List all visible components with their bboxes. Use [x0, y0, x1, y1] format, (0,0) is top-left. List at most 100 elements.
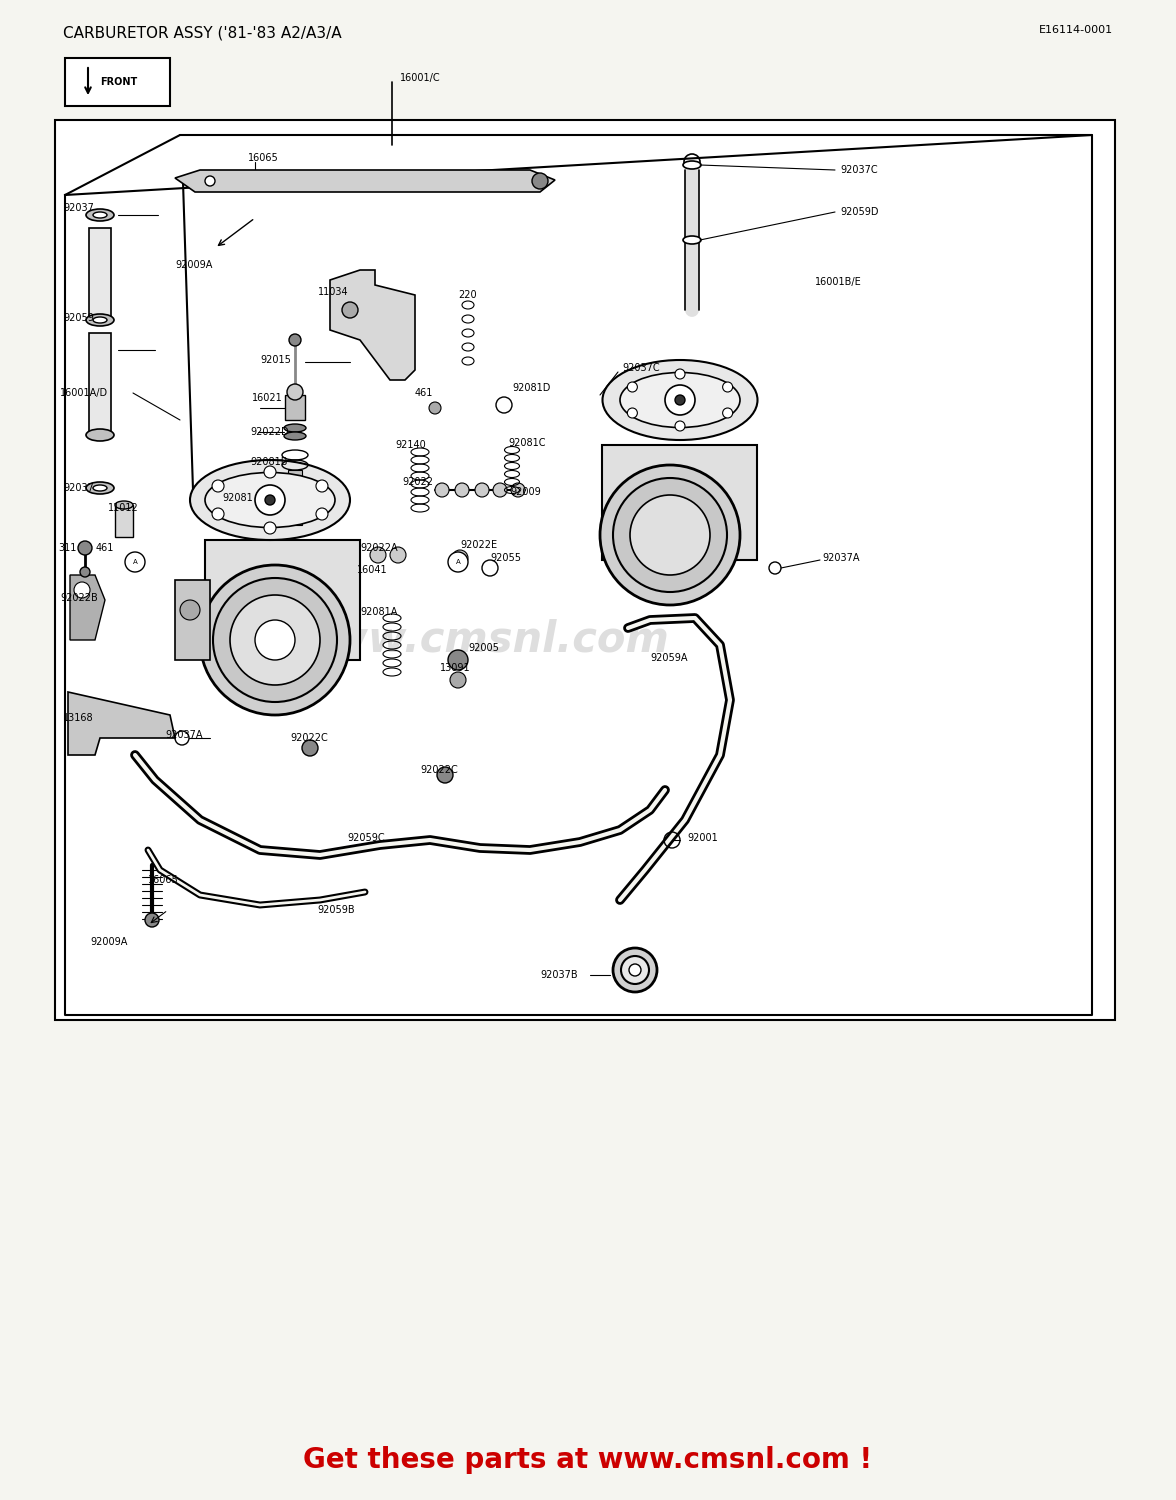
Bar: [65, 58, 171, 106]
Text: 13091: 13091: [440, 663, 470, 674]
Circle shape: [450, 672, 466, 688]
Ellipse shape: [86, 429, 114, 441]
Text: 92037: 92037: [64, 483, 94, 494]
Circle shape: [613, 478, 727, 592]
Circle shape: [316, 509, 328, 520]
Text: Get these parts at www.cmsnl.com !: Get these parts at www.cmsnl.com !: [303, 1446, 873, 1474]
Ellipse shape: [205, 472, 335, 528]
Text: 92037A: 92037A: [822, 554, 860, 562]
Text: 16041: 16041: [358, 566, 388, 574]
Circle shape: [390, 548, 406, 562]
Text: 92037C: 92037C: [840, 165, 877, 176]
Ellipse shape: [115, 501, 133, 509]
Bar: [55, 120, 1115, 1020]
Ellipse shape: [93, 211, 107, 217]
Text: 92059D: 92059D: [840, 207, 878, 218]
Text: 92081A: 92081A: [360, 608, 397, 616]
Text: 92022D: 92022D: [250, 427, 288, 436]
Text: 92037C: 92037C: [622, 363, 660, 374]
Text: 92059B: 92059B: [318, 904, 355, 915]
Circle shape: [437, 766, 453, 783]
Text: 92037: 92037: [64, 202, 94, 213]
Circle shape: [621, 956, 649, 984]
Circle shape: [370, 548, 386, 562]
Circle shape: [230, 596, 320, 686]
Text: 92005: 92005: [468, 644, 499, 652]
Text: 16001A/D: 16001A/D: [60, 388, 108, 398]
Circle shape: [212, 480, 225, 492]
Ellipse shape: [462, 357, 474, 364]
Text: 92140: 92140: [395, 440, 426, 450]
Ellipse shape: [462, 302, 474, 309]
Ellipse shape: [620, 372, 740, 427]
Circle shape: [265, 495, 275, 506]
Text: 92059C: 92059C: [347, 833, 385, 843]
Text: 92022A: 92022A: [360, 543, 397, 554]
Text: 92081C: 92081C: [508, 438, 546, 448]
Text: 92009: 92009: [510, 488, 541, 496]
Circle shape: [302, 740, 318, 756]
Text: 92081B: 92081B: [250, 458, 287, 466]
Text: 92055: 92055: [490, 554, 521, 562]
Circle shape: [205, 176, 215, 186]
Ellipse shape: [462, 328, 474, 338]
Bar: [115, 506, 133, 537]
Text: 16021: 16021: [252, 393, 282, 404]
Circle shape: [532, 172, 548, 189]
Ellipse shape: [602, 360, 757, 440]
Circle shape: [74, 582, 91, 598]
Text: CARBURETOR ASSY ('81-'83 A2/A3/A: CARBURETOR ASSY ('81-'83 A2/A3/A: [64, 26, 341, 40]
Circle shape: [78, 542, 92, 555]
Circle shape: [80, 567, 91, 578]
Bar: [89, 333, 111, 433]
Bar: [89, 228, 111, 318]
Text: 92022C: 92022C: [290, 734, 328, 742]
Circle shape: [600, 465, 740, 604]
Text: 13168: 13168: [64, 712, 94, 723]
Circle shape: [627, 382, 637, 392]
Text: 92059: 92059: [64, 314, 94, 322]
Polygon shape: [175, 170, 555, 192]
Text: 92022: 92022: [402, 477, 433, 488]
Circle shape: [613, 948, 657, 992]
Text: 92001: 92001: [687, 833, 717, 843]
Circle shape: [429, 402, 441, 414]
Ellipse shape: [86, 209, 114, 220]
Text: 92022C: 92022C: [420, 765, 457, 776]
Polygon shape: [68, 692, 175, 754]
Ellipse shape: [683, 160, 701, 170]
Circle shape: [675, 422, 684, 430]
Text: 92059A: 92059A: [650, 652, 688, 663]
Text: 92081D: 92081D: [512, 382, 550, 393]
Polygon shape: [71, 574, 105, 640]
Ellipse shape: [683, 236, 701, 244]
Circle shape: [475, 483, 489, 496]
Text: E16114-0001: E16114-0001: [1038, 26, 1112, 34]
Circle shape: [212, 509, 225, 520]
Circle shape: [493, 483, 507, 496]
Circle shape: [448, 650, 468, 670]
Text: FRONT: FRONT: [100, 76, 138, 87]
Text: 92037B: 92037B: [540, 970, 577, 980]
Circle shape: [435, 483, 449, 496]
Text: 92009A: 92009A: [175, 260, 213, 270]
Circle shape: [289, 334, 301, 346]
Text: 16065: 16065: [248, 153, 279, 164]
Bar: [205, 540, 360, 660]
Circle shape: [263, 522, 276, 534]
Text: 92022E: 92022E: [460, 540, 497, 550]
Text: 16001/C: 16001/C: [400, 74, 441, 82]
Ellipse shape: [283, 432, 306, 439]
Circle shape: [512, 483, 524, 496]
Ellipse shape: [462, 315, 474, 322]
Circle shape: [629, 964, 641, 976]
Circle shape: [448, 552, 468, 572]
Text: 92009A: 92009A: [91, 938, 127, 946]
Circle shape: [287, 384, 303, 400]
Text: 461: 461: [96, 543, 114, 554]
Text: 92037A: 92037A: [165, 730, 202, 740]
Ellipse shape: [191, 460, 350, 540]
Text: 92081: 92081: [222, 494, 253, 502]
Circle shape: [627, 408, 637, 419]
Bar: [175, 580, 211, 660]
